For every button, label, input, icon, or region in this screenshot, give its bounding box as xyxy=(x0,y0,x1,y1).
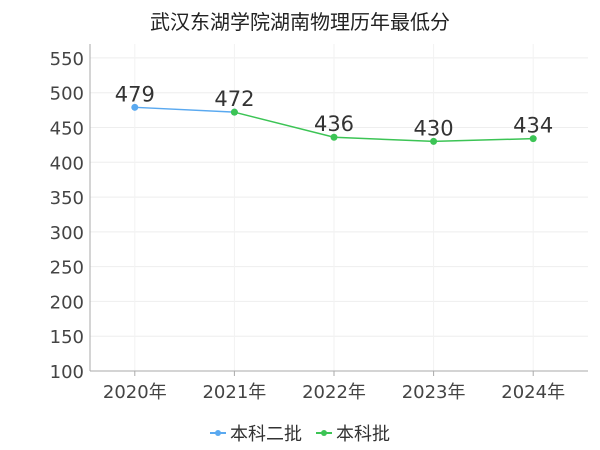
x-tick-label: 2024年 xyxy=(501,382,565,403)
axis-layer: 100 150 200 250 300 350 400 450 500 550 2020年 2021年… xyxy=(50,44,588,403)
chart-title: 武汉东湖学院湖南物理历年最低分 xyxy=(150,10,450,34)
y-tick-label: 100 xyxy=(50,362,84,383)
data-label: 430 xyxy=(414,116,454,140)
label-layer: 479 472 436 430 434 xyxy=(115,82,553,140)
y-tick-label: 500 xyxy=(50,84,84,105)
y-tick-label: 150 xyxy=(50,327,84,348)
series-layer xyxy=(131,103,537,145)
data-label: 472 xyxy=(214,87,254,111)
x-tick-label: 2022年 xyxy=(302,382,366,403)
legend-label: 本科二批 xyxy=(230,424,302,445)
data-label: 434 xyxy=(513,114,553,138)
y-tick-label: 450 xyxy=(50,118,84,139)
series-line-1 xyxy=(134,106,235,113)
series-point xyxy=(430,137,438,145)
y-tick-label: 300 xyxy=(50,223,84,244)
series-point xyxy=(230,108,238,116)
legend-item[interactable]: 本科二批 xyxy=(210,420,302,446)
y-tick-label: 250 xyxy=(50,258,84,279)
x-tick-label: 2020年 xyxy=(103,382,167,403)
x-tick-label: 2023年 xyxy=(402,382,466,403)
legend-label: 本科批 xyxy=(336,424,390,445)
grid-layer xyxy=(90,44,588,372)
y-tick-label: 550 xyxy=(50,49,84,70)
series-point xyxy=(529,135,537,143)
y-tick-label: 200 xyxy=(50,292,84,313)
data-label: 436 xyxy=(314,112,354,136)
legend-swatch-icon xyxy=(210,428,226,438)
series-point xyxy=(330,133,338,141)
y-tick-label: 400 xyxy=(50,153,84,174)
chart-legend: 本科二批 本科批 xyxy=(0,420,600,446)
series-point xyxy=(131,103,139,111)
y-tick-label: 350 xyxy=(50,188,84,209)
series-line-2 xyxy=(234,111,534,143)
x-tick-label: 2021年 xyxy=(202,382,266,403)
data-label: 479 xyxy=(115,82,155,106)
legend-item[interactable]: 本科批 xyxy=(316,420,390,446)
legend-swatch-icon xyxy=(316,428,332,438)
